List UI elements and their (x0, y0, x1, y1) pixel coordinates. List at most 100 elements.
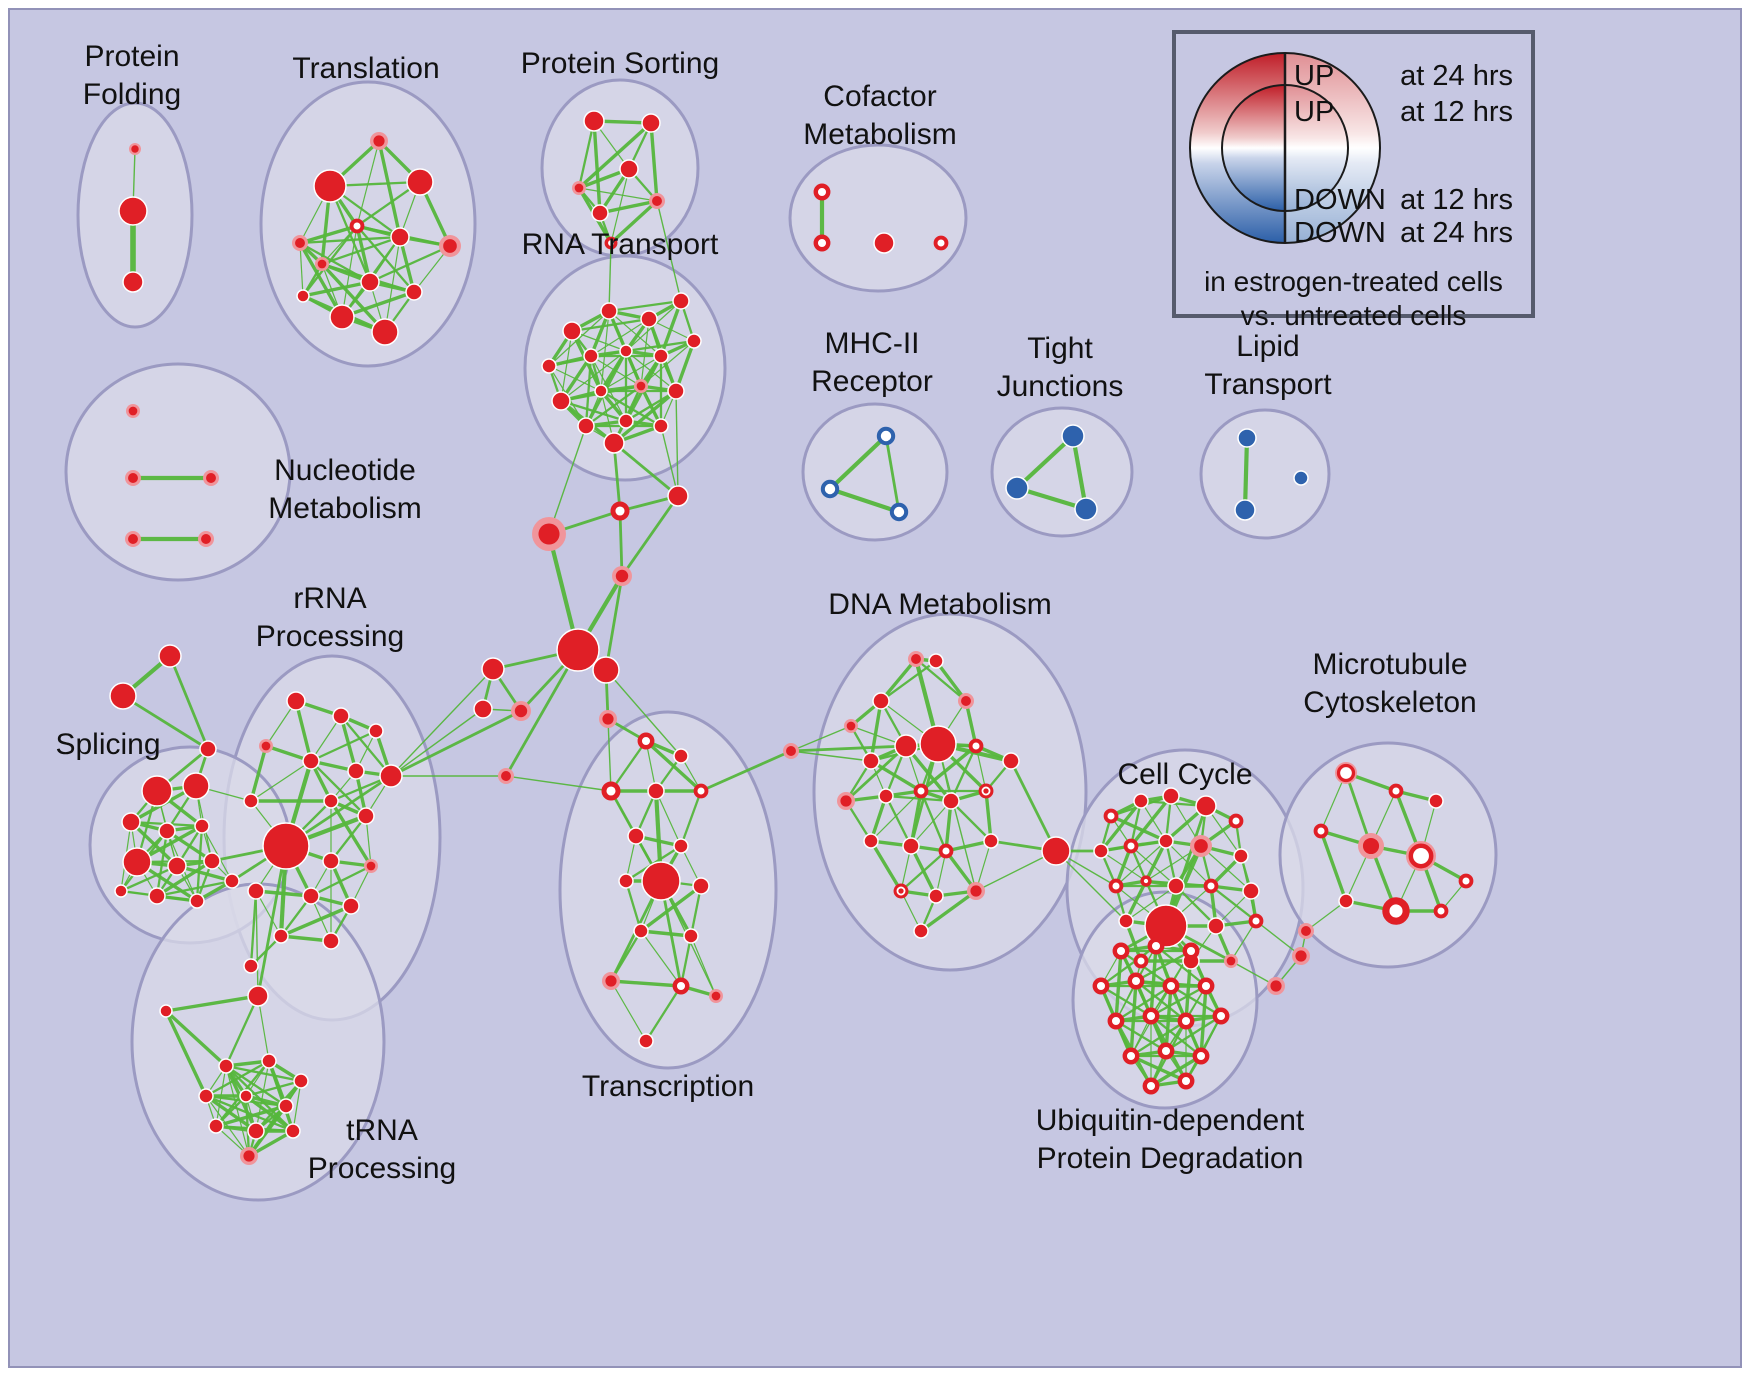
edge (975, 850, 1057, 892)
gene-node-open (1433, 903, 1449, 919)
edge (164, 1009, 228, 1068)
edge (869, 840, 903, 892)
gene-node-up (141, 775, 173, 807)
gene-node-up (261, 1053, 277, 1069)
edge (225, 1064, 302, 1083)
gene-node-up (673, 838, 689, 854)
gene-node-open (1162, 977, 1180, 995)
gene-node-up (1118, 913, 1134, 929)
edge (679, 935, 693, 987)
gene-node-open (1192, 1047, 1210, 1065)
edge (584, 355, 593, 427)
edge (640, 930, 682, 987)
edge (937, 743, 977, 892)
gene-node-up (473, 699, 493, 719)
gene-node-up (1041, 836, 1071, 866)
gene-node-up (118, 196, 148, 226)
edge (225, 1065, 287, 1107)
edge (975, 745, 987, 792)
gene-node-halo-core (501, 771, 511, 781)
gene-node-up (262, 822, 310, 870)
edge (577, 121, 653, 190)
edge (164, 1010, 208, 1097)
gene-node-up (198, 1088, 214, 1104)
gene-node-up (278, 1098, 294, 1114)
gene-node-open (1388, 783, 1404, 799)
edge (605, 669, 682, 757)
edge (592, 120, 602, 214)
gene-node-up (619, 344, 633, 358)
edge (660, 425, 679, 497)
edge (828, 434, 888, 491)
gene-node-open (813, 234, 831, 252)
edge (205, 1094, 294, 1133)
gene-node-up (913, 923, 929, 939)
gene-node-up (583, 348, 599, 364)
edge (249, 890, 258, 967)
gene-node-up (640, 310, 658, 328)
gene-node-open (1203, 878, 1219, 894)
edge (1155, 945, 1207, 987)
legend-up-24-label: UP (1294, 60, 1335, 92)
edge (610, 979, 682, 988)
gene-node-halo-core (128, 534, 138, 544)
gene-node-halo-core (911, 654, 921, 664)
edge (250, 760, 312, 802)
gene-node-up (189, 893, 205, 909)
gene-node-up (983, 833, 999, 849)
gene-node-open (604, 236, 618, 250)
gene-node-halo-core (514, 704, 528, 718)
gene-node-open (1142, 1077, 1160, 1095)
gene-node-up (1167, 877, 1185, 895)
edge (608, 242, 612, 312)
gene-node-down (1293, 470, 1309, 486)
gene-node-open (813, 183, 831, 201)
gene-node-dot-core (983, 788, 989, 794)
edge (577, 120, 596, 189)
gene-node-up (286, 691, 306, 711)
gene-node-up (122, 847, 152, 877)
edge (1210, 885, 1257, 922)
edge (330, 815, 367, 862)
edge (560, 350, 627, 402)
gene-node-up (673, 748, 689, 764)
gene-node-up (591, 204, 609, 222)
edge (244, 1095, 251, 1157)
cluster-ellipse-nucleotide-metabolism (64, 362, 292, 582)
edge (280, 904, 352, 938)
edge (610, 980, 647, 1042)
gene-node-up (322, 932, 340, 950)
gene-node-open (1123, 838, 1139, 854)
edge (675, 390, 679, 497)
edge (369, 244, 451, 284)
cluster-ellipse-cofactor-metabolism (788, 143, 968, 293)
gene-node-up (182, 772, 210, 800)
edge (639, 884, 703, 933)
edge (656, 200, 682, 302)
gene-node-up (653, 418, 669, 434)
edge (1305, 900, 1347, 932)
gene-node-up (902, 837, 920, 855)
legend-down-12-time: at 12 hrs (1400, 184, 1513, 216)
edge (599, 199, 658, 215)
edge (618, 510, 624, 577)
gene-node-open (1147, 937, 1165, 955)
cluster-ellipse-lipid-transport (1199, 408, 1331, 540)
gene-node-up (313, 169, 347, 203)
gene-node-down-open (889, 502, 909, 522)
gene-node-up (122, 271, 144, 293)
edge (624, 880, 643, 932)
edge (548, 425, 587, 535)
gene-node-open (1177, 1012, 1195, 1030)
gene-node-up (342, 897, 360, 915)
edge (302, 280, 371, 298)
legend-up-12-label: UP (1294, 96, 1335, 128)
edge (249, 745, 268, 802)
edge (919, 744, 978, 793)
edge (910, 800, 952, 847)
edge (244, 1094, 295, 1133)
gene-node-up (247, 882, 265, 900)
edge (255, 1060, 270, 1132)
gene-node-up (109, 682, 137, 710)
